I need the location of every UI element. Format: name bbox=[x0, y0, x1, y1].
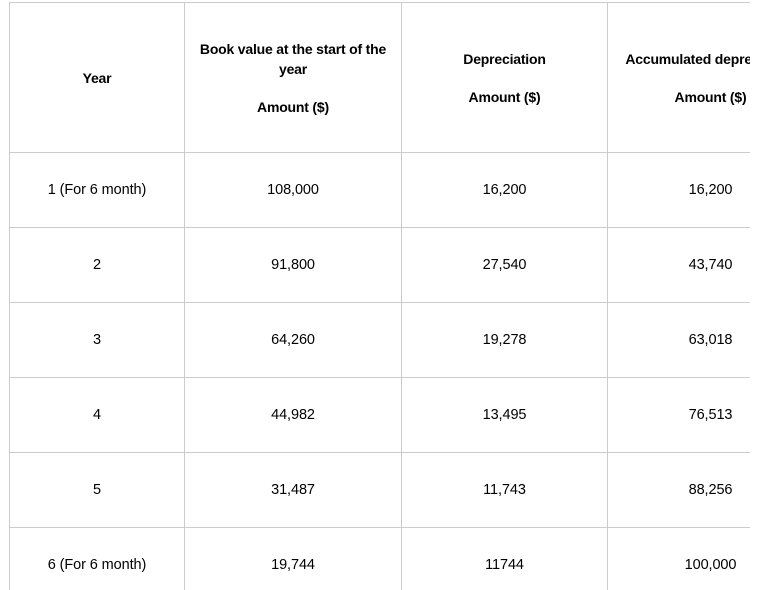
header-accumulated-depreciation-amount-label: Amount ($) bbox=[674, 88, 747, 105]
table-row: 3 64,260 19,278 63,018 bbox=[9, 302, 750, 378]
cell-depreciation: 11744 bbox=[401, 527, 608, 590]
cell-year: 5 bbox=[9, 452, 185, 528]
cell-book-value: 19,744 bbox=[184, 527, 402, 590]
cell-accumulated: 63,018 bbox=[607, 302, 750, 378]
header-accumulated-depreciation-title: Accumulated depreciation bbox=[625, 50, 750, 67]
cell-year: 1 (For 6 month) bbox=[9, 152, 185, 228]
table-row: 1 (For 6 month) 108,000 16,200 16,200 bbox=[9, 152, 750, 228]
header-year: Year bbox=[9, 2, 185, 153]
cell-book-value: 31,487 bbox=[184, 452, 402, 528]
header-year-title: Year bbox=[82, 69, 112, 86]
table-row: 5 31,487 11,743 88,256 bbox=[9, 452, 750, 528]
cell-year: 6 (For 6 month) bbox=[9, 527, 185, 590]
cell-depreciation: 16,200 bbox=[401, 152, 608, 228]
cell-book-value: 91,800 bbox=[184, 227, 402, 303]
header-book-value: Book value at the start of the year Amou… bbox=[184, 2, 402, 153]
cell-year: 3 bbox=[9, 302, 185, 378]
table-viewport: Year Book value at the start of the year… bbox=[9, 2, 750, 590]
cell-accumulated: 43,740 bbox=[607, 227, 750, 303]
cell-year: 4 bbox=[9, 377, 185, 453]
header-book-value-amount-label: Amount ($) bbox=[257, 98, 329, 115]
header-depreciation: Depreciation Amount ($) bbox=[401, 2, 608, 153]
table-row: 2 91,800 27,540 43,740 bbox=[9, 227, 750, 303]
header-accumulated-depreciation: Accumulated depreciation Amount ($) bbox=[607, 2, 750, 153]
table-row: 6 (For 6 month) 19,744 11744 100,000 bbox=[9, 527, 750, 590]
table-row: 4 44,982 13,495 76,513 bbox=[9, 377, 750, 453]
cell-accumulated: 100,000 bbox=[607, 527, 750, 590]
cell-accumulated: 76,513 bbox=[607, 377, 750, 453]
header-depreciation-amount-label: Amount ($) bbox=[468, 88, 541, 105]
cell-depreciation: 19,278 bbox=[401, 302, 608, 378]
cell-book-value: 108,000 bbox=[184, 152, 402, 228]
cell-depreciation: 27,540 bbox=[401, 227, 608, 303]
cell-book-value: 44,982 bbox=[184, 377, 402, 453]
cell-depreciation: 11,743 bbox=[401, 452, 608, 528]
header-depreciation-title: Depreciation bbox=[463, 50, 546, 67]
header-book-value-title: Book value at the start of the year bbox=[199, 40, 387, 77]
cell-book-value: 64,260 bbox=[184, 302, 402, 378]
cell-year: 2 bbox=[9, 227, 185, 303]
header-row: Year Book value at the start of the year… bbox=[9, 2, 750, 153]
cell-depreciation: 13,495 bbox=[401, 377, 608, 453]
cell-accumulated: 88,256 bbox=[607, 452, 750, 528]
depreciation-schedule-table: Year Book value at the start of the year… bbox=[9, 2, 750, 590]
cell-accumulated: 16,200 bbox=[607, 152, 750, 228]
